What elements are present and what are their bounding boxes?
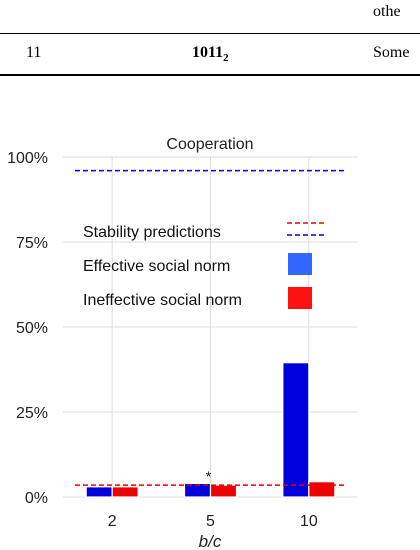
bars-layer — [85, 362, 336, 498]
x-axis-label: b/c — [199, 532, 222, 550]
significance-marker: * — [206, 468, 212, 485]
prediction-lines — [75, 169, 346, 486]
table-cell-index: 11 — [26, 44, 42, 61]
legend-swatch-ineffective — [288, 287, 312, 309]
table-fragment: othe 11 10112 Some — [0, 0, 420, 80]
legend: Stability predictions Effective social no… — [83, 222, 325, 309]
legend-label-effective: Effective social norm — [83, 258, 230, 275]
axis-labels: 0% 25% 50% 75% 100% 2 5 10 * — [7, 150, 318, 530]
table-cell-code-value: 1011 — [192, 44, 224, 61]
legend-label-ineffective: Ineffective social norm — [83, 292, 242, 309]
y-tick-label: 0% — [25, 490, 48, 507]
y-tick-label: 50% — [16, 320, 48, 337]
bar-ineffective-10 — [308, 481, 336, 498]
bar-effective-10 — [282, 362, 310, 498]
table-cell-partial-text: othe — [373, 3, 401, 20]
legend-stability-label: Stability predictions — [83, 224, 221, 241]
table-rule-bottom — [0, 74, 420, 76]
table-cell-code-base: 2 — [223, 52, 229, 65]
table-rule-top — [0, 33, 420, 34]
x-tick-label: 10 — [300, 513, 318, 530]
bar-ineffective-2 — [111, 486, 139, 498]
chart-title: Cooperation — [166, 136, 253, 153]
grid-lines — [63, 156, 358, 498]
table-cell-description: Some — [373, 44, 410, 61]
legend-swatch-effective — [288, 253, 312, 275]
y-tick-label: 100% — [7, 150, 48, 167]
x-tick-label: 5 — [206, 513, 215, 530]
table-cell-code: 10112 — [192, 44, 229, 64]
x-tick-label: 2 — [108, 513, 117, 530]
y-tick-label: 25% — [16, 405, 48, 422]
y-tick-label: 75% — [16, 235, 48, 252]
bar-ineffective-5 — [209, 484, 238, 498]
bar-effective-2 — [85, 486, 113, 498]
